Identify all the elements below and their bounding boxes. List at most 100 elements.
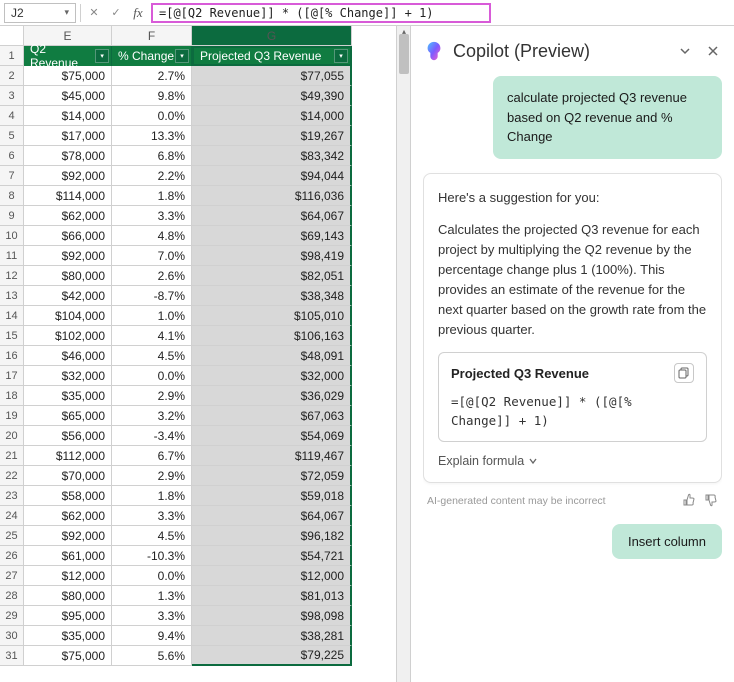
row-header[interactable]: 15 — [0, 326, 24, 346]
cell[interactable]: 4.8% — [112, 226, 192, 246]
table-header-projected[interactable]: Projected Q3 Revenue ▾ — [192, 46, 352, 66]
row-header[interactable]: 26 — [0, 546, 24, 566]
cell[interactable]: $98,419 — [192, 246, 352, 266]
row-header[interactable]: 17 — [0, 366, 24, 386]
cell[interactable]: 13.3% — [112, 126, 192, 146]
thumbs-up-icon[interactable] — [682, 493, 696, 510]
copy-button[interactable] — [674, 363, 694, 383]
select-all-corner[interactable] — [0, 26, 24, 46]
cell[interactable]: $65,000 — [24, 406, 112, 426]
cell[interactable]: $38,281 — [192, 626, 352, 646]
cell[interactable]: $62,000 — [24, 206, 112, 226]
row-header[interactable]: 24 — [0, 506, 24, 526]
cell[interactable]: $95,000 — [24, 606, 112, 626]
cell[interactable]: 0.0% — [112, 366, 192, 386]
cell[interactable]: 0.0% — [112, 566, 192, 586]
cell[interactable]: $105,010 — [192, 306, 352, 326]
row-header[interactable]: 5 — [0, 126, 24, 146]
col-header-f[interactable]: F — [112, 26, 192, 46]
cell[interactable]: -8.7% — [112, 286, 192, 306]
cell[interactable]: $48,091 — [192, 346, 352, 366]
cell[interactable]: $96,182 — [192, 526, 352, 546]
cell[interactable]: $92,000 — [24, 246, 112, 266]
row-header[interactable]: 29 — [0, 606, 24, 626]
cell[interactable]: 6.8% — [112, 146, 192, 166]
row-header[interactable]: 27 — [0, 566, 24, 586]
row-header[interactable]: 10 — [0, 226, 24, 246]
cell[interactable]: $81,013 — [192, 586, 352, 606]
cell[interactable]: 4.5% — [112, 346, 192, 366]
cell[interactable]: $14,000 — [24, 106, 112, 126]
col-header-g[interactable]: G — [192, 26, 352, 46]
cell[interactable]: $80,000 — [24, 586, 112, 606]
row-header[interactable]: 18 — [0, 386, 24, 406]
row-header[interactable]: 28 — [0, 586, 24, 606]
cell[interactable]: $54,721 — [192, 546, 352, 566]
cell[interactable]: $72,059 — [192, 466, 352, 486]
cell[interactable]: 9.8% — [112, 86, 192, 106]
cell[interactable]: $59,018 — [192, 486, 352, 506]
row-header-1[interactable]: 1 — [0, 46, 24, 66]
formula-input[interactable]: =[@[Q2 Revenue]] * ([@[% Change]] + 1) — [151, 3, 491, 23]
cell[interactable]: $75,000 — [24, 646, 112, 666]
cell[interactable]: $36,029 — [192, 386, 352, 406]
cell[interactable]: $112,000 — [24, 446, 112, 466]
cell[interactable]: $62,000 — [24, 506, 112, 526]
filter-icon[interactable]: ▾ — [95, 49, 109, 63]
cell[interactable]: $104,000 — [24, 306, 112, 326]
cell[interactable]: $92,000 — [24, 526, 112, 546]
cell[interactable]: $94,044 — [192, 166, 352, 186]
cell[interactable]: 2.6% — [112, 266, 192, 286]
row-header[interactable]: 20 — [0, 426, 24, 446]
cell[interactable]: $114,000 — [24, 186, 112, 206]
row-header[interactable]: 31 — [0, 646, 24, 666]
cell[interactable]: 4.5% — [112, 526, 192, 546]
cell[interactable]: 2.2% — [112, 166, 192, 186]
cell[interactable]: $116,036 — [192, 186, 352, 206]
row-header[interactable]: 30 — [0, 626, 24, 646]
cell[interactable]: 9.4% — [112, 626, 192, 646]
accept-formula-icon[interactable]: ✓ — [107, 4, 125, 22]
cell[interactable]: 1.3% — [112, 586, 192, 606]
cell[interactable]: $54,069 — [192, 426, 352, 446]
cell[interactable]: $119,467 — [192, 446, 352, 466]
cell[interactable]: 7.0% — [112, 246, 192, 266]
cell[interactable]: $19,267 — [192, 126, 352, 146]
table-header-change[interactable]: % Change ▾ — [112, 46, 192, 66]
cell[interactable]: 1.0% — [112, 306, 192, 326]
row-header[interactable]: 25 — [0, 526, 24, 546]
cell[interactable]: $32,000 — [24, 366, 112, 386]
cell[interactable]: $35,000 — [24, 386, 112, 406]
cell[interactable]: 3.3% — [112, 206, 192, 226]
cell[interactable]: 2.9% — [112, 386, 192, 406]
row-header[interactable]: 12 — [0, 266, 24, 286]
cell[interactable]: $14,000 — [192, 106, 352, 126]
cell[interactable]: $106,163 — [192, 326, 352, 346]
cell[interactable]: $61,000 — [24, 546, 112, 566]
row-header[interactable]: 21 — [0, 446, 24, 466]
cell[interactable]: $49,390 — [192, 86, 352, 106]
chevron-down-icon[interactable] — [676, 42, 694, 60]
fx-icon[interactable]: fx — [129, 4, 147, 22]
row-header[interactable]: 3 — [0, 86, 24, 106]
row-header[interactable]: 23 — [0, 486, 24, 506]
cell[interactable]: $78,000 — [24, 146, 112, 166]
row-header[interactable]: 22 — [0, 466, 24, 486]
thumbs-down-icon[interactable] — [704, 493, 718, 510]
cell[interactable]: $82,051 — [192, 266, 352, 286]
row-header[interactable]: 8 — [0, 186, 24, 206]
cell[interactable]: 2.9% — [112, 466, 192, 486]
filter-icon[interactable]: ▾ — [334, 49, 348, 63]
cell[interactable]: $77,055 — [192, 66, 352, 86]
name-box[interactable]: J2 ▾ — [4, 3, 76, 23]
row-header[interactable]: 16 — [0, 346, 24, 366]
cell[interactable]: $38,348 — [192, 286, 352, 306]
cell[interactable]: 4.1% — [112, 326, 192, 346]
cell[interactable]: $32,000 — [192, 366, 352, 386]
cell[interactable]: $75,000 — [24, 66, 112, 86]
row-header[interactable]: 13 — [0, 286, 24, 306]
row-header[interactable]: 9 — [0, 206, 24, 226]
cell[interactable]: 5.6% — [112, 646, 192, 666]
insert-column-button[interactable]: Insert column — [612, 524, 722, 559]
cell[interactable]: $64,067 — [192, 206, 352, 226]
